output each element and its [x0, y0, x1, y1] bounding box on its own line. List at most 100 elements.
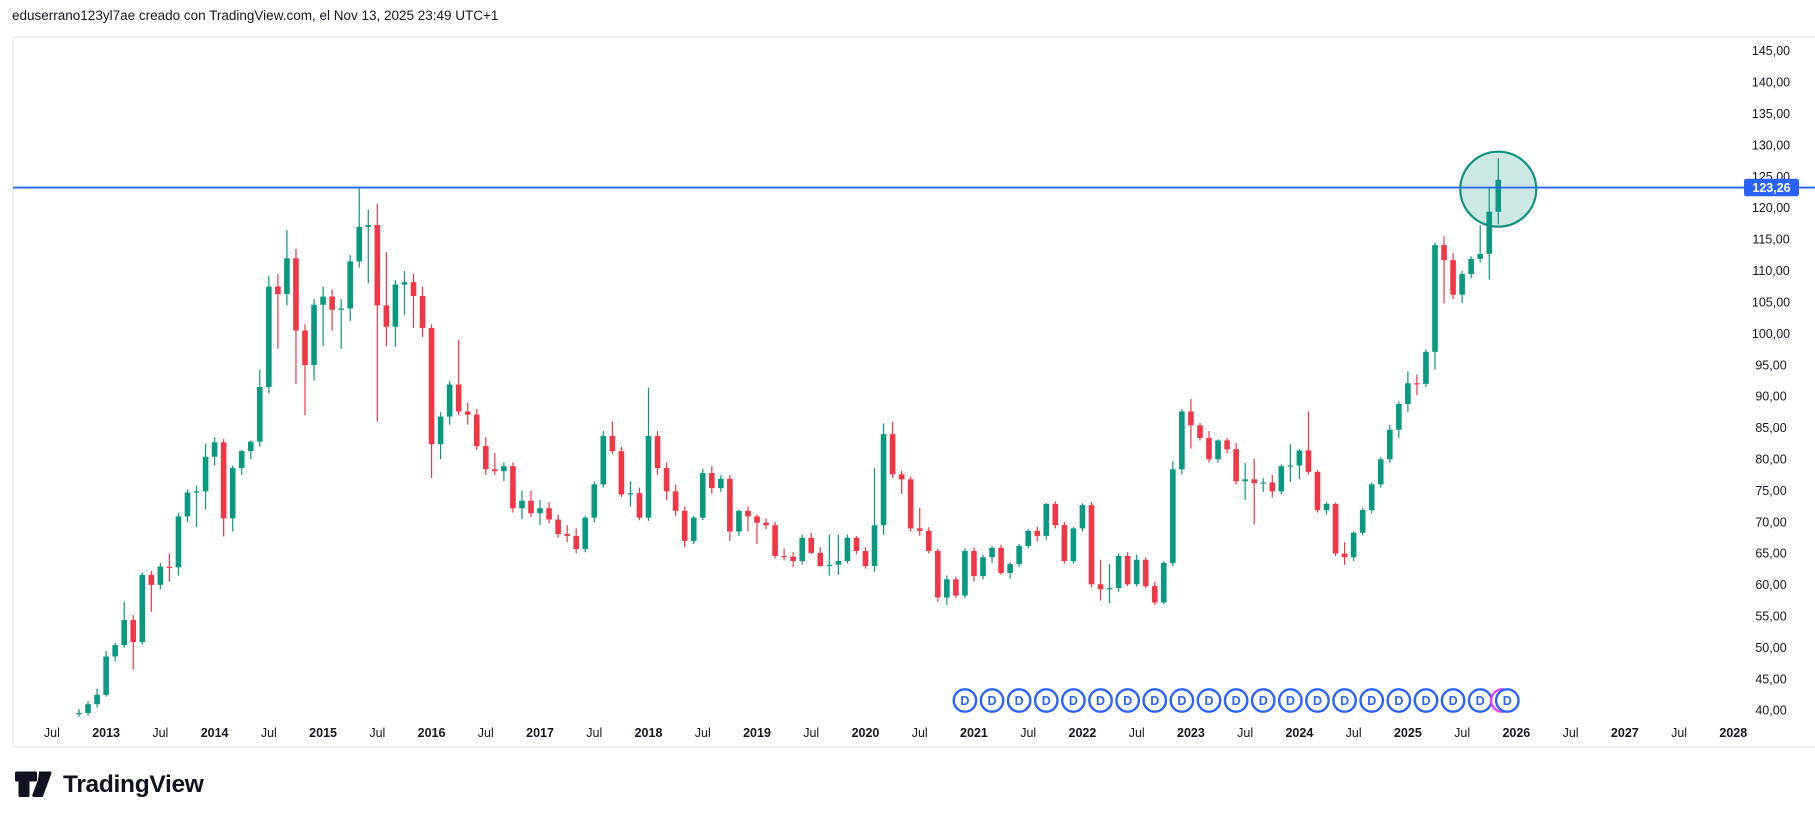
candle — [257, 369, 263, 447]
svg-text:D: D — [1232, 694, 1241, 708]
dividend-marker-icon[interactable]: D — [1359, 688, 1385, 713]
candle — [962, 548, 968, 599]
ellipse-highlight-drawing[interactable] — [1459, 150, 1538, 228]
candle — [663, 462, 670, 501]
candle — [1079, 503, 1086, 532]
dividend-marker-icon[interactable]: D — [952, 688, 978, 713]
dividend-marker-icon[interactable]: D — [979, 688, 1005, 713]
candle — [1396, 401, 1402, 438]
price-axis-label: 100,00 — [1752, 327, 1790, 341]
candle — [1477, 224, 1483, 263]
dividend-marker-icon[interactable]: D — [1142, 688, 1168, 713]
candle — [1097, 559, 1104, 601]
candle — [528, 490, 534, 518]
svg-text:D: D — [1015, 694, 1024, 708]
candle — [835, 534, 842, 575]
dividend-marker-icon[interactable]: D — [1440, 688, 1466, 713]
price-axis-label: 65,00 — [1755, 547, 1786, 561]
candle — [1034, 526, 1041, 542]
price-axis-label: 85,00 — [1755, 421, 1786, 435]
svg-text:D: D — [1096, 694, 1105, 708]
candle — [1269, 474, 1276, 498]
dividend-marker-icon[interactable]: D — [1169, 688, 1195, 713]
candle — [654, 431, 661, 475]
candle — [1061, 522, 1068, 564]
candle — [781, 548, 787, 561]
candle — [898, 470, 905, 494]
price-axis-label: 70,00 — [1755, 515, 1786, 529]
dividend-marker-icon[interactable]: D — [1332, 688, 1358, 713]
time-axis-label-year: 2018 — [635, 726, 663, 740]
candle — [139, 572, 146, 645]
candle — [1088, 501, 1095, 588]
dividend-marker-icon[interactable]: D — [1196, 688, 1222, 713]
candle — [365, 209, 372, 284]
price-axis-label: 55,00 — [1755, 610, 1786, 624]
candle — [627, 481, 634, 507]
dividend-marker-icon[interactable]: D — [1413, 688, 1439, 713]
candle — [618, 446, 625, 497]
time-axis-label-jul: Jul — [1237, 726, 1253, 740]
dividend-marker-icon[interactable]: D — [1250, 688, 1276, 713]
candle — [681, 506, 688, 548]
candle — [862, 547, 869, 569]
dividend-marker-icon[interactable]: D — [1033, 688, 1059, 713]
dividend-marker-icon[interactable]: D — [1006, 688, 1032, 713]
candle — [1133, 554, 1140, 587]
dividend-marker-icon[interactable]: D — [1061, 688, 1086, 713]
svg-text:D: D — [1476, 694, 1485, 708]
candle — [826, 534, 833, 576]
candle — [1260, 478, 1267, 492]
dividend-marker-icon[interactable]: D — [1088, 688, 1113, 713]
time-axis-label-jul: Jul — [912, 726, 928, 740]
price-axis-label: 115,00 — [1752, 233, 1789, 247]
candle — [302, 324, 308, 416]
candle — [1405, 371, 1411, 413]
svg-text:D: D — [1069, 694, 1078, 708]
price-axis-label: 130,00 — [1752, 138, 1790, 152]
candle — [790, 552, 796, 568]
time-axis-label-year: 2026 — [1502, 726, 1530, 740]
time-axis[interactable]: Jul 2013 Jul 2014 Jul 2015 Jul 2016 Jul 2017 Jul 20… — [44, 726, 1747, 740]
candle — [672, 484, 679, 516]
candle — [916, 507, 923, 536]
candle — [808, 532, 815, 555]
candle — [383, 251, 390, 347]
svg-text:D: D — [988, 694, 997, 708]
dividend-marker-icon[interactable]: D — [1277, 688, 1303, 713]
dividend-marker-icon[interactable]: D — [1386, 688, 1412, 713]
time-axis-label-jul: Jul — [369, 726, 385, 740]
candle — [437, 412, 444, 460]
time-axis-label-jul: Jul — [695, 726, 711, 740]
svg-text:D: D — [960, 694, 969, 708]
candle — [193, 485, 200, 528]
candlestick-layer[interactable] — [76, 158, 1502, 717]
dividend-marker-icon[interactable]: D — [1223, 688, 1249, 713]
candle — [1432, 242, 1438, 370]
dividend-marker-icon[interactable]: D — [1115, 688, 1141, 713]
dividend-marker-icon[interactable]: D — [1467, 688, 1493, 713]
candle — [419, 286, 426, 337]
tradingview-logo: TradingView — [15, 770, 204, 799]
candle — [94, 688, 100, 708]
candle — [428, 324, 435, 479]
candle — [157, 562, 164, 590]
dividend-marker-icon[interactable]: D — [1305, 688, 1330, 713]
candle — [220, 439, 227, 537]
candle — [1251, 458, 1257, 525]
svg-text:D: D — [1421, 694, 1430, 708]
candle — [229, 465, 236, 532]
time-axis-label-year: 2014 — [201, 726, 229, 740]
candle — [473, 409, 480, 450]
candle — [1368, 482, 1375, 514]
candle — [591, 481, 598, 523]
dividend-marker-icon[interactable]: D — [1494, 688, 1520, 713]
candle — [1495, 158, 1502, 225]
price-axis[interactable]: 145,00140,00135,00130,00125,00120,00115,… — [1752, 44, 1790, 718]
svg-text:D: D — [1367, 694, 1376, 708]
candle — [1070, 527, 1077, 564]
time-axis-label-jul: Jul — [44, 726, 60, 740]
candle — [1007, 562, 1013, 579]
